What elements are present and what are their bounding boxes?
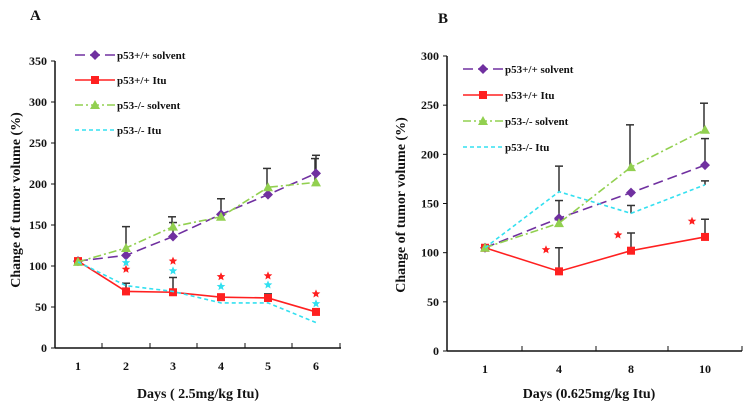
chart-a-point-p53-itu (312, 307, 320, 316)
chart-a-point-p53-itu (264, 293, 272, 302)
chart-a-legend-label: p53-/- Itu (117, 125, 161, 137)
chart-a-significance-star-icon (216, 282, 226, 291)
chart-b-y-tick-label: 0 (433, 344, 439, 358)
chart-a-point-p53-solvent (121, 250, 131, 261)
chart-b-legend-marker (478, 64, 488, 74)
chart-a-significance-star-icon (311, 289, 321, 298)
chart-b-y-tick-label: 300 (421, 49, 439, 63)
chart-a-y-tick-label: 0 (41, 341, 47, 355)
chart-b-x-tick-label: 1 (482, 362, 488, 376)
chart-b-y-axis-title: Change of tumor volume (%) (394, 117, 409, 293)
chart-a-y-tick-label: 150 (29, 218, 47, 232)
chart-b-line-p53-solvent (484, 164, 706, 249)
chart-b-point-p53-solvent (626, 187, 636, 198)
chart-a-y-tick-label: 300 (29, 95, 47, 109)
chart-b-x-axis-title: Days (0.625mg/kg Itu) (523, 387, 656, 402)
chart-b-y-tick-label: 50 (427, 295, 439, 309)
chart-b-legend-label: p53+/+ solvent (505, 64, 574, 76)
chart-a-y-tick-label: 200 (29, 177, 47, 191)
chart-a-legend-label: p53-/- solvent (117, 100, 181, 112)
chart-a-line-p53-solvent (77, 181, 317, 263)
chart-a-point-p53-solvent (216, 211, 226, 221)
chart-b-point-p53-itu (701, 232, 709, 241)
chart-a-legend-marker (90, 100, 100, 109)
chart-b-legend-marker (479, 91, 487, 99)
chart-a-y-axis-title: Change of tumor volume (%) (9, 112, 24, 288)
chart-a-point-p53-solvent (263, 189, 273, 200)
chart-a-y-tick-label: 100 (29, 259, 47, 273)
chart-a-significance-star-icon (168, 256, 178, 265)
chart-a-panel-label: A (30, 8, 41, 24)
chart-b-panel-label: B (438, 11, 448, 27)
chart-a-x-tick-label: 5 (265, 359, 271, 373)
chart-a-point-p53-solvent (168, 221, 178, 231)
chart-a-legend-label: p53+/+ Itu (117, 75, 167, 87)
chart-b-point-p53-itu (555, 267, 563, 276)
chart-b-significance-star-icon (541, 245, 551, 254)
chart-a-y-tick-label: 250 (29, 136, 47, 150)
chart-a-x-tick-label: 3 (170, 359, 176, 373)
chart-a-line-p53-itu (77, 261, 317, 324)
chart-b-significance-star-icon (687, 216, 697, 225)
chart-a-significance-star-icon (121, 264, 131, 273)
chart-a-y-tick-label: 50 (35, 300, 47, 314)
chart-a-line-p53-solvent (77, 172, 317, 262)
chart-a-significance-star-icon (121, 258, 131, 267)
chart-a-significance-star-icon (263, 280, 273, 289)
chart-b-x-tick-label: 4 (556, 362, 562, 376)
chart-b-y-tick-label: 250 (421, 98, 439, 112)
chart-b-legend-label: p53-/- solvent (505, 116, 569, 128)
chart-b-point-p53-solvent (626, 162, 636, 172)
chart-a-point-p53-itu (122, 287, 130, 296)
chart-b-legend-marker (478, 116, 488, 125)
chart-a-point-p53-solvent (168, 231, 178, 242)
chart-a-significance-star-icon (168, 266, 178, 275)
chart-b-point-p53-solvent (700, 124, 710, 134)
chart-a-legend-marker (91, 76, 99, 84)
chart-a-line-p53-itu (77, 260, 317, 313)
chart-b-line-p53-solvent (484, 129, 706, 249)
chart-b-point-p53-solvent (700, 160, 710, 171)
chart-b-y-tick-label: 150 (421, 197, 439, 211)
chart-a-significance-star-icon (216, 272, 226, 281)
chart-a-legend-label: p53+/+ solvent (117, 50, 186, 62)
chart-a-point-p53-solvent (311, 168, 321, 179)
chart-b-legend-label: p53-/- Itu (505, 142, 549, 154)
chart-b-y-tick-label: 200 (421, 147, 439, 161)
chart-a-point-p53-solvent (263, 182, 273, 192)
chart-a-legend-marker (90, 50, 100, 60)
chart-a-x-tick-label: 1 (75, 359, 81, 373)
chart-b-legend-label: p53+/+ Itu (505, 90, 555, 102)
chart-b-y-tick-label: 100 (421, 246, 439, 260)
chart-a-x-axis-title: Days ( 2.5mg/kg Itu) (137, 387, 259, 402)
chart-b-significance-star-icon (613, 230, 623, 239)
chart-a-y-tick-label: 350 (29, 54, 47, 68)
chart-a-significance-star-icon (263, 271, 273, 280)
chart-b-x-tick-label: 8 (628, 362, 634, 376)
chart-a-point-p53-itu (217, 293, 225, 302)
chart-a-point-p53-solvent (311, 177, 321, 187)
chart-a-point-p53-solvent (121, 242, 131, 252)
chart-a-x-tick-label: 6 (313, 359, 319, 373)
chart-b-point-p53-solvent (554, 218, 564, 228)
chart-b-point-p53-itu (627, 246, 635, 255)
chart-b-x-tick-label: 10 (699, 362, 711, 376)
chart-b-line-p53-itu (484, 236, 706, 273)
chart-a-x-tick-label: 4 (218, 359, 224, 373)
chart-a-significance-star-icon (311, 299, 321, 308)
chart-a-x-tick-label: 2 (123, 359, 129, 373)
